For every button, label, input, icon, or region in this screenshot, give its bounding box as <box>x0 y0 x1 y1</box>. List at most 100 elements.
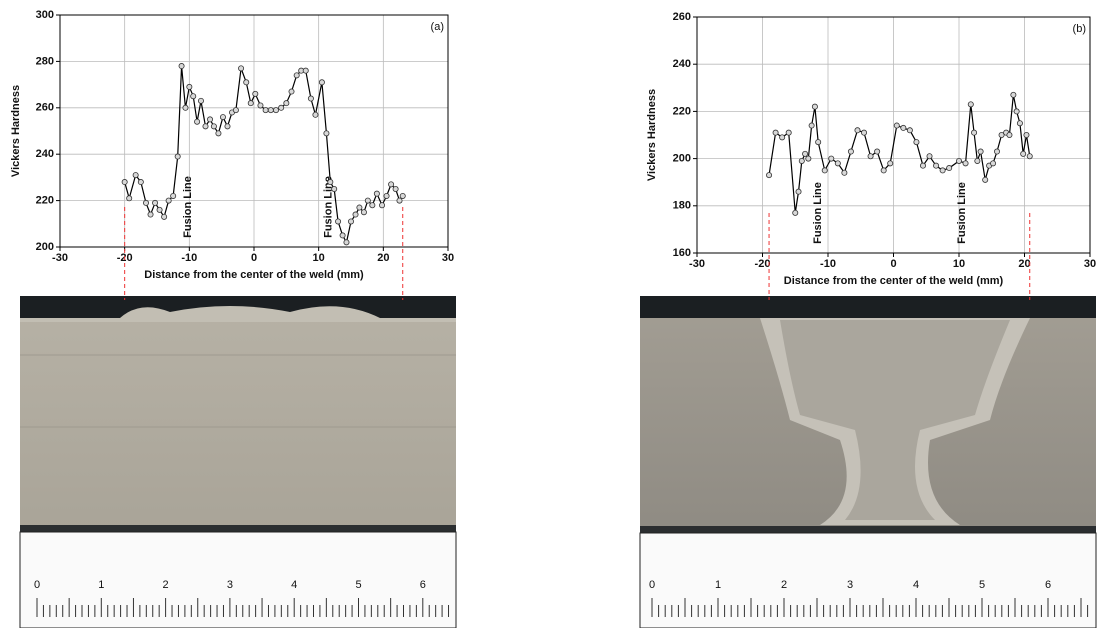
data-point <box>252 90 259 97</box>
ruler: 0 1 2 3 4 5 6 <box>649 579 1089 617</box>
data-point <box>267 107 274 114</box>
data-point <box>874 148 881 155</box>
data-point <box>939 167 946 174</box>
chart: -30 -20 -10 0 10 20 30200220240260280300Distan… <box>10 9 454 300</box>
data-point <box>331 185 338 192</box>
data-point <box>913 139 920 146</box>
data-point <box>967 101 974 108</box>
data-point <box>785 129 792 136</box>
y-tick-label: 260 <box>673 11 691 23</box>
data-point <box>388 181 395 188</box>
photo-a <box>19 296 457 628</box>
data-point <box>880 167 887 174</box>
data-point <box>821 167 828 174</box>
data-point <box>926 153 933 160</box>
data-point <box>174 153 181 160</box>
data-point <box>347 218 354 225</box>
x-axis-label: Distance from the center of the weld (mm… <box>144 269 364 281</box>
data-point <box>121 179 128 186</box>
data-point <box>156 206 163 213</box>
data-point <box>808 122 815 129</box>
data-point <box>396 197 403 204</box>
x-tick-label: 30 <box>1084 258 1096 270</box>
data-point <box>373 190 380 197</box>
data-point <box>805 155 812 162</box>
y-tick-label: 240 <box>36 148 54 160</box>
data-point <box>811 103 818 110</box>
data-point <box>933 162 940 169</box>
data-point <box>766 172 773 179</box>
data-point <box>798 157 805 164</box>
data-point <box>323 130 330 137</box>
data-point <box>210 123 217 130</box>
data-point <box>772 129 779 136</box>
data-point <box>352 211 359 218</box>
data-point <box>906 127 913 134</box>
data-point <box>197 97 204 104</box>
data-point <box>343 239 350 246</box>
data-point <box>232 107 239 114</box>
ruler-label: 6 <box>1045 579 1051 591</box>
ruler-label: 2 <box>781 579 787 591</box>
data-point <box>147 211 154 218</box>
data-point <box>165 197 172 204</box>
data-point <box>1006 131 1013 138</box>
data-point <box>1010 91 1017 98</box>
data-point <box>990 160 997 167</box>
ruler-label: 3 <box>227 579 233 591</box>
data-point <box>215 130 222 137</box>
x-tick-label: -30 <box>689 258 705 270</box>
data-point <box>847 148 854 155</box>
x-tick-label: -10 <box>820 258 836 270</box>
data-point <box>795 188 802 195</box>
data-point <box>998 131 1005 138</box>
data-point <box>919 162 926 169</box>
data-point <box>339 232 346 239</box>
y-tick-label: 160 <box>673 247 691 259</box>
data-point <box>383 192 390 199</box>
y-tick-label: 220 <box>36 195 54 207</box>
data-point <box>841 169 848 176</box>
data-point <box>792 209 799 216</box>
data-point <box>224 123 231 130</box>
x-tick-label: 30 <box>442 252 454 264</box>
plot-frame <box>59 14 449 248</box>
data-point <box>257 102 264 109</box>
data-point <box>243 79 250 86</box>
data-point <box>399 192 406 199</box>
panel-label: (a) <box>431 21 444 33</box>
data-point <box>143 199 150 206</box>
data-point <box>779 134 786 141</box>
data-point <box>360 209 367 216</box>
data-point <box>278 104 285 111</box>
data-point <box>182 104 189 111</box>
x-tick-label: -20 <box>755 258 771 270</box>
annotation: Fusion Line <box>322 176 334 238</box>
x-tick-label: -30 <box>52 252 68 264</box>
data-point <box>861 129 868 136</box>
data-point <box>302 67 309 74</box>
y-tick-label: 200 <box>673 153 691 165</box>
data-point <box>962 160 969 167</box>
data-point <box>815 139 822 146</box>
data-point <box>327 179 334 186</box>
data-point <box>956 157 963 164</box>
y-tick-label: 240 <box>673 58 691 70</box>
ruler-label: 5 <box>355 579 361 591</box>
data-point <box>190 93 197 100</box>
data-point <box>1013 108 1020 115</box>
ruler-label: 1 <box>98 579 104 591</box>
y-tick-label: 220 <box>673 105 691 117</box>
data-point <box>137 179 144 186</box>
x-tick-label: 0 <box>251 252 257 264</box>
data-point <box>971 129 978 136</box>
data-point <box>161 213 168 220</box>
data-point <box>1020 150 1027 157</box>
data-point <box>262 107 269 114</box>
data-point <box>993 148 1000 155</box>
data-point <box>318 79 325 86</box>
ruler-label: 3 <box>847 579 853 591</box>
data-point <box>307 95 314 102</box>
data-point <box>854 127 861 134</box>
